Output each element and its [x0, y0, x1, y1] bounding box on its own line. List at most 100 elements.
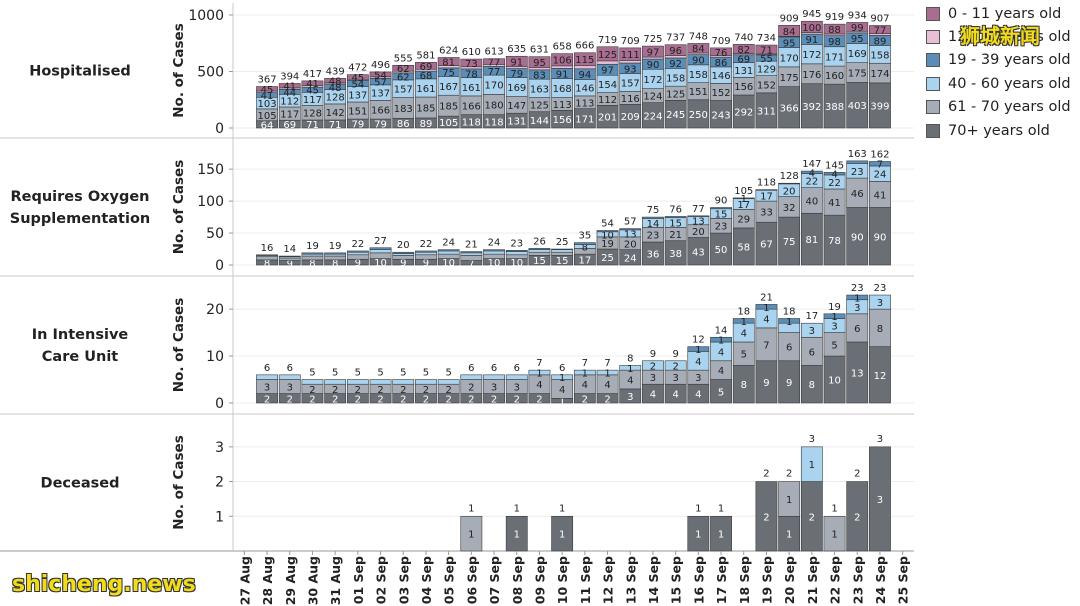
bar-segment-label: 3: [627, 392, 633, 403]
x-tick-label: 11 Sep: [578, 556, 593, 604]
x-tick-label: 14 Sep: [646, 556, 661, 604]
bar-total-label: 2: [854, 469, 860, 480]
bar-segment-label: 71: [306, 120, 319, 131]
bar-segment-label: 125: [598, 50, 617, 61]
bar-segment-label: 311: [757, 106, 776, 117]
bar-segment-label: 41: [306, 79, 319, 90]
bar-segment-label: 167: [439, 82, 458, 93]
bar-segment: [778, 182, 801, 185]
bar-segment: [778, 24, 801, 37]
bar-segment-label: 21: [669, 230, 682, 241]
bar-segment-label: 5: [718, 387, 724, 398]
bar-total-label: 919: [825, 12, 844, 23]
bar-segment-label: 5: [741, 350, 747, 361]
bar-segment-label: 77: [488, 58, 501, 69]
bar-segment: [324, 78, 347, 84]
bar-segment-label: 81: [442, 57, 455, 68]
bar-total-label: 6: [514, 363, 520, 374]
bar-total-label: 658: [553, 42, 572, 53]
legend-item[interactable]: 70+ years old: [926, 119, 1071, 142]
bar-segment-label: 91: [556, 69, 569, 80]
bar-segment: [278, 83, 301, 89]
bar-segment: [505, 251, 528, 256]
bar-segment: [460, 374, 483, 380]
bar-segment: [664, 44, 687, 56]
legend-item[interactable]: 61 - 70 years old: [926, 96, 1071, 119]
x-tick-label: 03 Sep: [396, 556, 411, 604]
x-tick-label: 20 Sep: [782, 556, 797, 604]
bar-segment-label: 243: [712, 110, 731, 121]
y-tick-label: 50: [206, 226, 224, 242]
bar-total-label: 12: [692, 335, 705, 346]
x-tick-label: 15 Sep: [669, 556, 684, 604]
bar-segment: [732, 44, 755, 54]
bar-segment-label: 147: [507, 101, 526, 112]
bar-segment-label: 84: [783, 27, 796, 38]
bar-total-label: 21: [760, 292, 773, 303]
bar-segment-label: 7: [877, 160, 883, 171]
bar-segment: [800, 20, 823, 33]
bar-segment-label: 10: [442, 258, 455, 269]
bar-segment-label: 156: [553, 115, 572, 126]
bar-segment-label: 3: [514, 383, 520, 394]
bar-segment-label: 88: [828, 25, 841, 36]
x-tick-label: 28 Aug: [260, 556, 275, 605]
bar-segment-label: 38: [669, 249, 682, 260]
legend-item[interactable]: 12 - 18 years old: [926, 25, 1071, 48]
x-tick-label: 24 Sep: [873, 556, 888, 604]
bar-total-label: 945: [802, 9, 821, 20]
bar-total-label: 54: [601, 219, 614, 230]
bar-segment-label: 157: [621, 78, 640, 89]
x-tick-label: 23 Sep: [850, 556, 865, 604]
bar-total-label: 472: [348, 63, 367, 74]
bar-total-label: 24: [442, 238, 455, 249]
bar-segment: [346, 379, 369, 385]
bar-total-label: 27: [374, 236, 387, 247]
bar-segment-label: 105: [258, 111, 277, 122]
bar-segment-label: 17: [760, 192, 773, 203]
bar-segment-label: 9: [400, 258, 406, 269]
bar-segment-label: 158: [870, 50, 889, 61]
bar-segment-label: 388: [825, 102, 844, 113]
bar-total-label: 439: [326, 66, 345, 77]
bar-segment-label: 111: [621, 50, 640, 61]
bar-segment-label: 2: [582, 394, 588, 405]
bar-segment-label: 43: [692, 247, 705, 258]
bar-segment: [483, 253, 505, 259]
legend-item[interactable]: 0 - 11 years old: [926, 2, 1071, 25]
bar-segment: [869, 161, 891, 167]
legend-item[interactable]: 19 - 39 years old: [926, 49, 1071, 72]
bar-segment-label: 2: [854, 512, 860, 523]
bar-segment-label: 89: [420, 119, 433, 130]
bar-segment-label: 3: [287, 383, 293, 394]
bar-segment: [642, 216, 664, 219]
bar-total-label: 737: [666, 33, 685, 44]
bar-segment-label: 171: [825, 52, 844, 63]
bar-segment-label: 224: [643, 111, 662, 122]
bar-total-label: 163: [848, 149, 867, 160]
bar-segment: [732, 318, 755, 324]
bar-segment-label: 118: [462, 117, 481, 128]
bar-segment-label: 41: [874, 190, 887, 201]
bar-segment-label: 64: [261, 120, 274, 131]
bar-segment-label: 1: [786, 530, 792, 541]
bar-segment-label: 79: [351, 120, 364, 131]
legend-item[interactable]: 40 - 60 years old: [926, 72, 1071, 95]
bar-segment: [483, 374, 505, 380]
bar-segment: [573, 52, 596, 67]
bar-segment-label: 7: [763, 340, 769, 351]
bar-segment-label: 144: [530, 116, 549, 127]
bar-segment: [846, 160, 869, 164]
bar-segment-label: 6: [809, 347, 815, 358]
bar-total-label: 9: [650, 349, 656, 360]
bar-total-label: 19: [329, 241, 342, 252]
bar-total-label: 7: [582, 358, 588, 369]
bar-total-label: 907: [870, 14, 889, 25]
bar-segment-label: 292: [734, 108, 753, 119]
bar-segment: [573, 242, 596, 245]
bar-segment: [755, 304, 778, 310]
bar-total-label: 613: [485, 47, 504, 58]
bar-segment-label: 95: [851, 34, 864, 45]
bar-segment-label: 82: [737, 45, 750, 56]
bar-segment-label: 131: [734, 66, 753, 77]
